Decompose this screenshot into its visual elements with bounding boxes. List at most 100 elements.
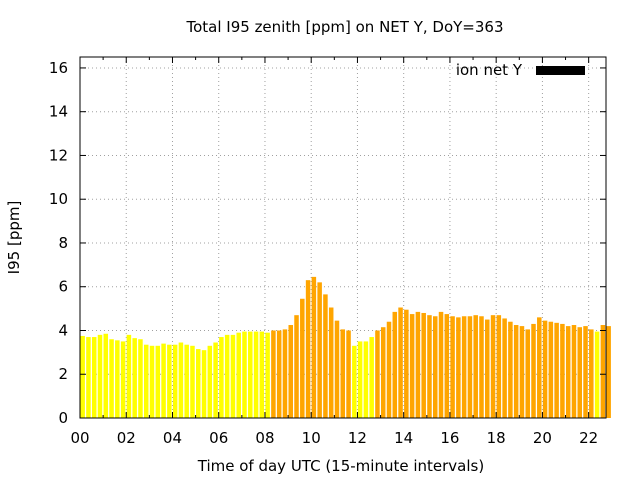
bar <box>363 341 369 418</box>
bar <box>346 330 351 418</box>
bar <box>109 339 114 418</box>
bar <box>132 338 137 418</box>
bar <box>334 320 340 418</box>
bar <box>300 298 305 418</box>
bar <box>404 309 409 418</box>
bar <box>467 316 473 418</box>
bar <box>213 342 218 418</box>
bar <box>537 317 542 418</box>
bar <box>531 323 536 418</box>
x-tick-label: 04 <box>163 429 182 447</box>
y-tick-label: 2 <box>58 365 68 383</box>
bar <box>548 321 554 418</box>
bar <box>386 321 392 418</box>
x-tick-label: 02 <box>117 429 136 447</box>
bar <box>155 345 161 418</box>
bar <box>421 312 426 418</box>
bar <box>230 334 236 418</box>
bar <box>236 332 241 418</box>
bar <box>357 341 363 418</box>
x-tick-label: 22 <box>579 429 598 447</box>
bar <box>450 316 455 418</box>
bar <box>554 322 559 418</box>
x-tick-label: 06 <box>209 429 228 447</box>
y-tick-label: 8 <box>58 234 68 252</box>
bar <box>594 331 600 418</box>
y-tick-label: 12 <box>49 146 68 164</box>
bar <box>323 294 328 418</box>
bar <box>542 320 548 418</box>
x-tick-label: 16 <box>440 429 459 447</box>
bar <box>340 329 346 418</box>
bar <box>253 331 259 418</box>
bar <box>583 326 588 418</box>
bar <box>606 326 611 418</box>
bar <box>565 326 571 418</box>
bar <box>86 337 91 418</box>
x-tick-label: 12 <box>348 429 367 447</box>
bar <box>190 345 195 418</box>
bar <box>271 330 276 418</box>
y-tick-label: 10 <box>49 190 68 208</box>
plot-frame <box>79 56 607 419</box>
bar <box>224 334 230 418</box>
bar <box>513 325 519 418</box>
chart-title: Total I95 zenith [ppm] on NET Y, DoY=363 <box>185 18 503 36</box>
bar <box>375 330 380 418</box>
bar <box>103 333 109 418</box>
bar <box>577 327 583 418</box>
bar <box>282 329 288 418</box>
bar <box>120 341 126 418</box>
bar <box>589 329 594 418</box>
x-tick-label: 18 <box>487 429 506 447</box>
x-tick-label: 08 <box>255 429 274 447</box>
bar <box>427 315 432 418</box>
bar <box>161 343 166 418</box>
x-tick-label: 14 <box>394 429 413 447</box>
bar <box>508 321 513 418</box>
bar <box>219 337 224 418</box>
bar <box>242 331 247 418</box>
bar <box>409 314 415 418</box>
bar <box>317 282 322 418</box>
bar <box>479 316 484 418</box>
bar <box>490 315 496 418</box>
bar <box>265 332 270 418</box>
bar <box>496 315 502 418</box>
bar <box>560 323 565 418</box>
bar <box>207 345 213 418</box>
bar <box>571 325 577 418</box>
bar <box>259 331 265 418</box>
bar <box>519 326 525 418</box>
bar <box>149 345 155 418</box>
bar <box>167 344 172 418</box>
bar <box>600 325 606 418</box>
bar <box>369 337 374 418</box>
bar <box>138 339 143 418</box>
bar <box>398 307 403 418</box>
bar <box>196 349 201 418</box>
bar <box>126 334 132 418</box>
bar <box>473 315 478 418</box>
bar <box>184 344 189 418</box>
bar <box>432 316 438 418</box>
bar <box>91 337 97 418</box>
bar <box>438 311 444 418</box>
x-tick-label: 20 <box>533 429 552 447</box>
bar <box>288 325 293 418</box>
x-tick-label: 10 <box>302 429 321 447</box>
x-tick-label: 00 <box>70 429 89 447</box>
y-tick-label: 0 <box>58 409 68 427</box>
y-tick-label: 16 <box>49 59 68 77</box>
bar <box>97 334 103 418</box>
bar <box>352 345 357 418</box>
bar <box>305 280 311 418</box>
bar <box>178 342 184 418</box>
bar <box>456 317 461 418</box>
bar <box>444 314 450 418</box>
bars <box>80 276 611 418</box>
legend-label: ion net Y <box>456 61 523 79</box>
bar <box>294 315 299 418</box>
bar <box>328 307 334 418</box>
